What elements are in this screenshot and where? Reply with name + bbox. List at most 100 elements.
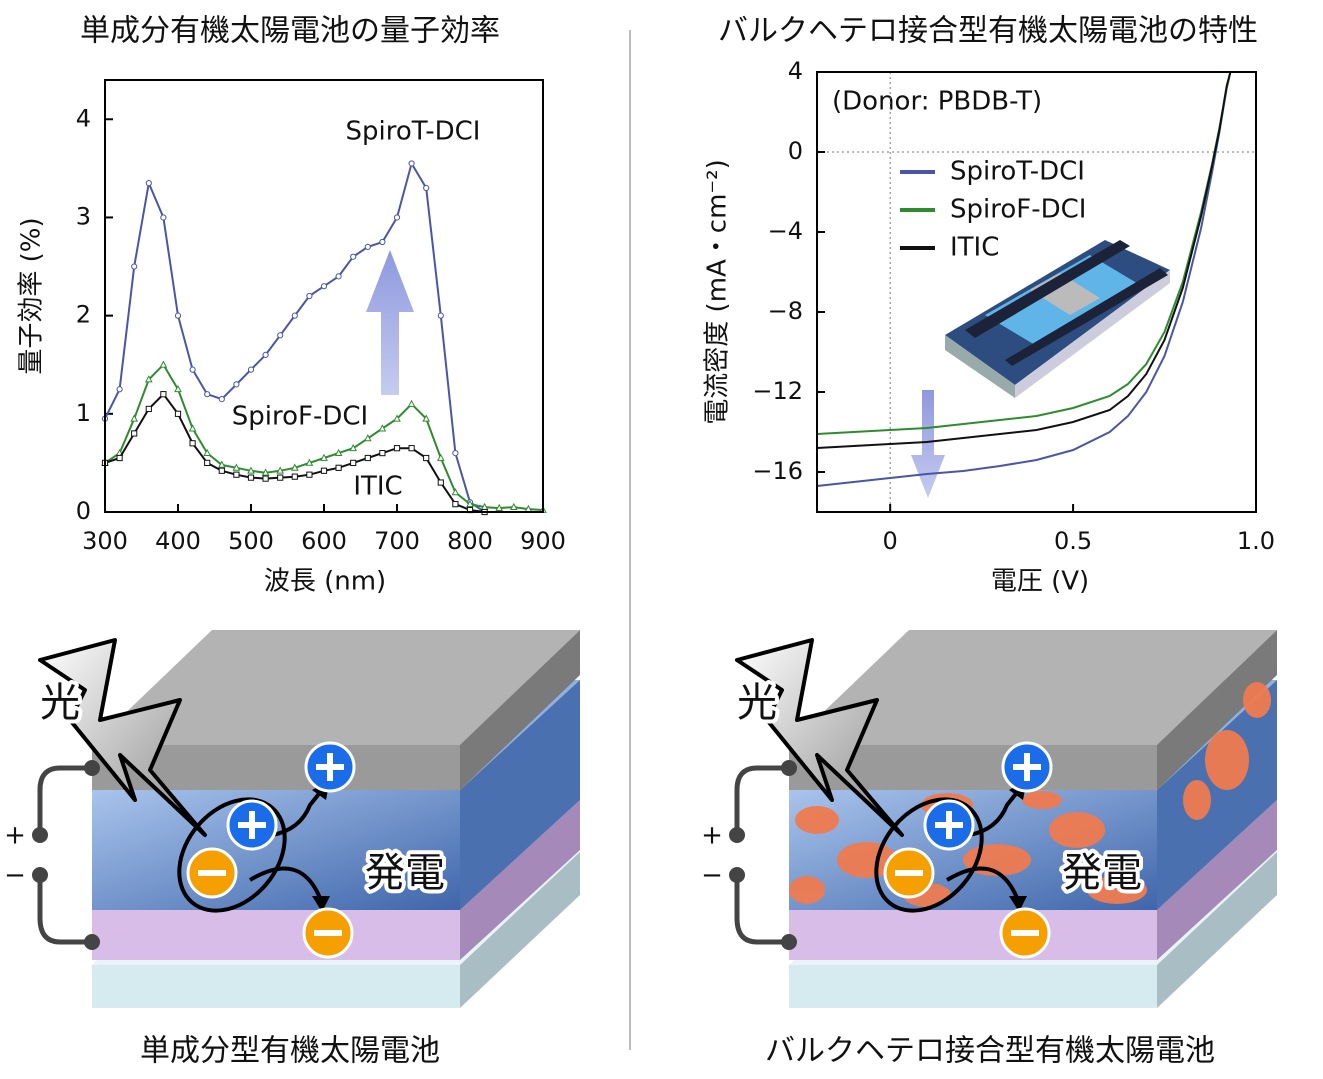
point xyxy=(451,488,460,496)
point xyxy=(423,184,430,192)
point xyxy=(408,445,415,452)
light-label: 光 xyxy=(737,680,777,726)
point xyxy=(189,366,196,373)
point xyxy=(204,391,211,398)
minus-label: − xyxy=(701,861,723,891)
plus-label: + xyxy=(4,821,26,851)
point xyxy=(393,214,401,221)
x-tick-label: 600 xyxy=(301,527,347,555)
point xyxy=(393,445,401,452)
point xyxy=(131,263,138,270)
point xyxy=(160,391,167,398)
x-axis-label: 波長 (nm) xyxy=(264,567,386,597)
point xyxy=(262,475,269,482)
point xyxy=(204,459,211,467)
plus-label: + xyxy=(701,821,723,851)
point xyxy=(174,410,182,417)
x-tick-label: 1.0 xyxy=(1237,527,1275,555)
caption: バルクヘテロ接合型有機太陽電池 xyxy=(765,1034,1215,1069)
plot-frame xyxy=(816,71,1257,513)
plot-frame xyxy=(104,79,544,513)
increase-arrow xyxy=(911,390,945,498)
point xyxy=(437,479,444,486)
point xyxy=(495,503,504,511)
point xyxy=(189,440,196,447)
legend-label: ITIC xyxy=(950,233,999,263)
power-label: 発電 xyxy=(365,850,445,896)
point xyxy=(423,454,430,462)
point xyxy=(233,381,240,388)
point xyxy=(116,386,123,393)
point xyxy=(174,312,182,319)
point xyxy=(262,351,269,359)
diagram xyxy=(729,630,1277,1008)
point xyxy=(247,466,255,474)
point xyxy=(320,283,328,290)
point xyxy=(217,460,226,468)
caption: 単成分型有機太陽電池 xyxy=(140,1034,440,1069)
point xyxy=(159,360,168,368)
increase-arrow xyxy=(366,250,414,395)
point xyxy=(393,414,401,422)
y-tick-label: 0 xyxy=(76,497,91,525)
point xyxy=(276,466,285,474)
series-label: ITIC xyxy=(353,472,402,502)
point xyxy=(509,502,518,510)
y-axis-label: 電流密度 (mA・cm⁻²) xyxy=(703,159,733,424)
legend-label: SpiroT-DCI xyxy=(950,157,1085,187)
point xyxy=(306,471,313,478)
point xyxy=(174,385,182,393)
point xyxy=(364,243,371,251)
point xyxy=(379,449,386,457)
device-photo xyxy=(945,240,1170,398)
point xyxy=(306,292,313,300)
point xyxy=(378,424,387,432)
point xyxy=(320,467,328,474)
point xyxy=(130,414,139,422)
point xyxy=(145,179,152,187)
x-tick-label: 400 xyxy=(155,527,201,555)
point xyxy=(452,449,459,457)
point xyxy=(363,434,372,442)
series-line xyxy=(816,71,1232,449)
y-tick-label: −8 xyxy=(768,297,803,325)
point xyxy=(364,454,371,462)
x-tick-label: 500 xyxy=(228,527,274,555)
point xyxy=(452,501,459,508)
point xyxy=(203,448,212,456)
point xyxy=(335,273,342,280)
point xyxy=(218,467,225,474)
series-label: SpiroF-DCI xyxy=(232,402,368,432)
y-axis-label: 量子効率 (%) xyxy=(17,217,47,374)
point xyxy=(305,458,314,466)
point xyxy=(320,453,328,461)
point xyxy=(233,471,240,478)
point xyxy=(291,312,298,319)
y-tick-label: −4 xyxy=(768,217,803,245)
annotation: (Donor: PBDB-T) xyxy=(832,87,1042,117)
series-label: SpiroT-DCI xyxy=(346,117,481,147)
x-tick-label: 300 xyxy=(82,527,128,555)
x-tick-label: 700 xyxy=(374,527,420,555)
point xyxy=(436,453,445,461)
point xyxy=(277,474,284,481)
chart-title: バルクヘテロ接合型有機太陽電池の特性 xyxy=(718,14,1258,49)
point xyxy=(291,473,298,480)
series-line xyxy=(816,71,1232,487)
minus-label: − xyxy=(4,861,26,891)
point xyxy=(466,499,474,508)
chart-title: 単成分有機太陽電池の量子効率 xyxy=(80,14,500,49)
point xyxy=(247,366,255,373)
x-tick-label: 900 xyxy=(520,527,566,555)
y-tick-label: 4 xyxy=(76,104,91,132)
light-label: 光 xyxy=(40,680,80,726)
point xyxy=(334,448,343,456)
point xyxy=(116,454,123,462)
point xyxy=(144,375,153,383)
x-tick-label: 800 xyxy=(447,527,493,555)
point xyxy=(261,468,270,476)
point xyxy=(407,399,416,407)
x-tick-label: 0 xyxy=(883,527,898,555)
point xyxy=(437,312,444,319)
